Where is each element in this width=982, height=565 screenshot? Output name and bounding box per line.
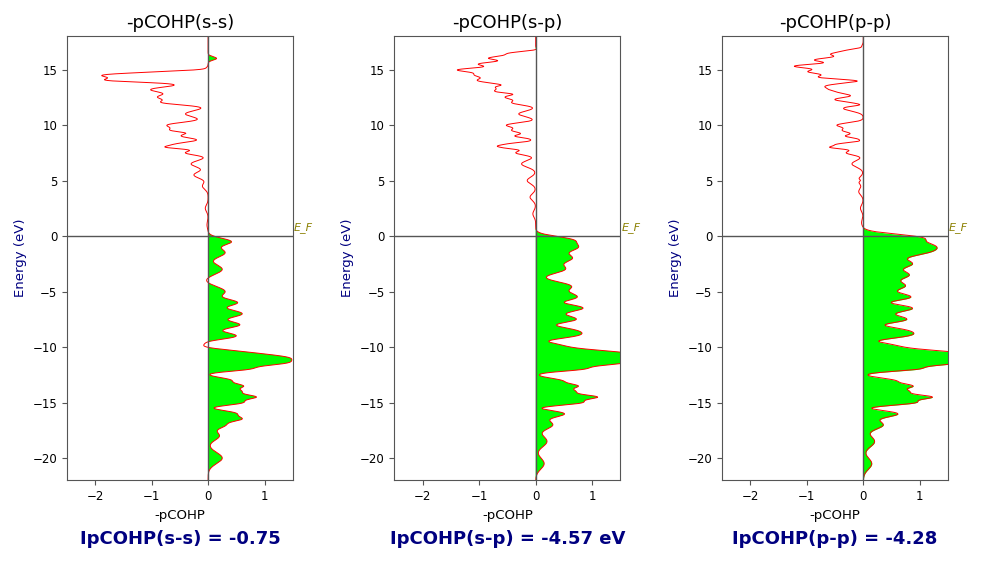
Y-axis label: Energy (eV): Energy (eV) [342,219,355,298]
X-axis label: -pCOHP: -pCOHP [154,508,205,521]
Y-axis label: Energy (eV): Energy (eV) [669,219,682,298]
Title: -pCOHP(s-p): -pCOHP(s-p) [453,14,563,32]
X-axis label: -pCOHP: -pCOHP [482,508,533,521]
Title: -pCOHP(p-p): -pCOHP(p-p) [779,14,892,32]
Text: IpCOHP(s-p) = -4.57 eV: IpCOHP(s-p) = -4.57 eV [390,530,626,548]
Text: E_F: E_F [622,222,640,233]
Text: E_F: E_F [294,222,313,233]
Title: -pCOHP(s-s): -pCOHP(s-s) [126,14,234,32]
X-axis label: -pCOHP: -pCOHP [809,508,860,521]
Text: IpCOHP(s-s) = -0.75: IpCOHP(s-s) = -0.75 [80,530,280,548]
Y-axis label: Energy (eV): Energy (eV) [14,219,27,298]
Text: IpCOHP(p-p) = -4.28: IpCOHP(p-p) = -4.28 [733,530,938,548]
Text: E_F: E_F [950,222,968,233]
